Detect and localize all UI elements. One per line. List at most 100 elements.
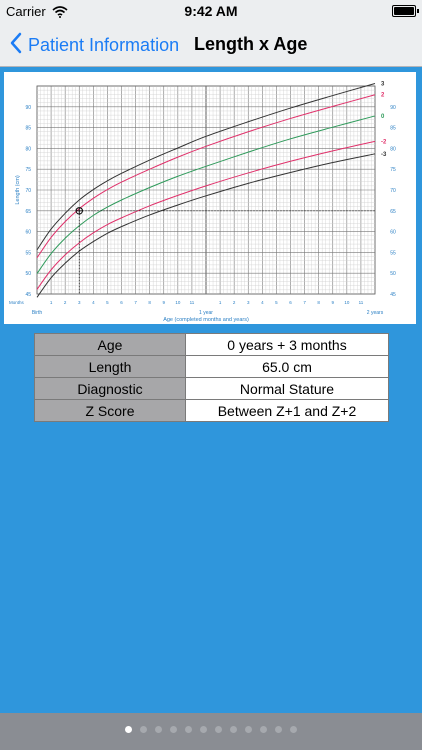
series-line: [36, 153, 376, 298]
carrier-label: Carrier: [6, 4, 46, 19]
length-value: 65.0 cm: [185, 355, 389, 378]
y-tick-label-right: 60: [390, 230, 396, 236]
page-dot[interactable]: [215, 726, 222, 733]
y-tick-label-left: 85: [25, 126, 31, 132]
page-dot[interactable]: [125, 726, 132, 733]
diagnostic-value: Normal Stature: [185, 377, 389, 400]
y-tick-label-left: 55: [25, 250, 31, 256]
y-tick-label-right: 70: [390, 188, 396, 194]
series-line: [36, 83, 376, 251]
x-tick-label: 1: [50, 300, 53, 305]
x-tick-label: 11: [190, 300, 195, 305]
y-tick-label-left: 75: [25, 167, 31, 173]
y-tick-label-right: 50: [390, 271, 396, 277]
x-tick-label: 11: [359, 300, 364, 305]
chart-series: [36, 83, 376, 298]
page-dot[interactable]: [260, 726, 267, 733]
x-tick-label: 10: [175, 300, 181, 305]
y-tick-label-left: 80: [25, 146, 31, 152]
page-control: [0, 713, 422, 750]
series-line: [36, 115, 376, 274]
y-tick-label-left: 70: [25, 188, 31, 194]
y-tick-label-left: 45: [25, 292, 31, 298]
table-row: Z Score Between Z+1 and Z+2: [34, 399, 389, 422]
y-tick-label-right: 65: [390, 209, 396, 215]
back-button-label: Patient Information: [28, 35, 180, 55]
x-tick-label: 7: [303, 300, 306, 305]
y-tick-label-left: 65: [25, 209, 31, 215]
y-tick-label-left: 50: [25, 271, 31, 277]
x-tick-label: 5: [275, 300, 278, 305]
x-tick-label: Birth: [32, 310, 43, 316]
series-line: [36, 94, 376, 259]
page-dot[interactable]: [170, 726, 177, 733]
page-dots: [0, 726, 422, 733]
status-bar: Carrier 9:42 AM: [0, 0, 422, 22]
growth-chart: 45 45 50 50 55 55 60 60 65 65 70 70 75 75 80 80 85 85 90 90…: [4, 72, 416, 324]
x-tick-label: 2 years: [367, 310, 384, 316]
y-tick-label-right: 90: [390, 105, 396, 111]
x-tick-label: 9: [331, 300, 334, 305]
table-row: Length 65.0 cm: [34, 355, 389, 378]
diagnostic-label: Diagnostic: [34, 377, 186, 400]
table-row: Age 0 years + 3 months: [34, 333, 389, 356]
patient-point-ring: [75, 207, 83, 215]
series-label: 2: [381, 93, 385, 99]
page-dot[interactable]: [230, 726, 237, 733]
x-tick-label: 10: [344, 300, 350, 305]
z-score-value: Between Z+1 and Z+2: [185, 399, 389, 422]
page-dot[interactable]: [200, 726, 207, 733]
wifi-icon: [52, 5, 68, 23]
series-label: -3: [381, 152, 387, 158]
x-tick-label: 9: [162, 300, 165, 305]
x-tick-label: 1: [219, 300, 222, 305]
x-tick-label: 4: [261, 300, 264, 305]
series-label: -2: [381, 139, 387, 145]
x-tick-label: 3: [247, 300, 250, 305]
x-tick-label: 7: [134, 300, 137, 305]
x-tick-label: 8: [148, 300, 151, 305]
y-tick-label-right: 85: [390, 126, 396, 132]
page-dot[interactable]: [185, 726, 192, 733]
table-row: Diagnostic Normal Stature: [34, 377, 389, 400]
y-tick-label-right: 75: [390, 167, 396, 173]
x-tick-label: 4: [92, 300, 95, 305]
battery-icon: [392, 5, 419, 17]
y-tick-label-right: 80: [390, 146, 396, 152]
x-tick-label: 6: [289, 300, 292, 305]
page-dot[interactable]: [140, 726, 147, 733]
x-tick-label: 2: [233, 300, 236, 305]
age-value: 0 years + 3 months: [185, 333, 389, 356]
clock: 9:42 AM: [184, 3, 238, 19]
chart-grid: [36, 85, 376, 295]
y-tick-label-left: 60: [25, 230, 31, 236]
x-tick-label: 6: [120, 300, 123, 305]
page-dot[interactable]: [275, 726, 282, 733]
series-label: 0: [381, 114, 385, 120]
x-tick-label: 5: [106, 300, 109, 305]
x-tick-label: 1 year: [199, 310, 213, 316]
back-button[interactable]: Patient Information: [10, 32, 179, 59]
page-dot[interactable]: [245, 726, 252, 733]
page-dot[interactable]: [290, 726, 297, 733]
chevron-left-icon: [10, 32, 22, 59]
page-title: Length x Age: [194, 34, 308, 54]
series-line: [36, 140, 376, 290]
y-tick-label-left: 90: [25, 105, 31, 111]
series-label: 3: [381, 82, 385, 88]
page-dot[interactable]: [155, 726, 162, 733]
length-label: Length: [34, 355, 186, 378]
x-tick-prefix: Months: [9, 300, 25, 305]
x-tick-label: 8: [317, 300, 320, 305]
y-axis-label: Length (cm): [15, 175, 21, 205]
age-label: Age: [34, 333, 186, 356]
results-table: Age 0 years + 3 months Length 65.0 cm Di…: [34, 333, 389, 422]
x-tick-label: 3: [78, 300, 81, 305]
navigation-bar: Patient Information Length x Age: [0, 22, 422, 67]
z-score-label: Z Score: [34, 399, 186, 422]
y-tick-label-right: 45: [390, 292, 396, 298]
x-tick-label: 2: [64, 300, 67, 305]
x-axis-label: Age (completed months and years): [163, 317, 249, 323]
